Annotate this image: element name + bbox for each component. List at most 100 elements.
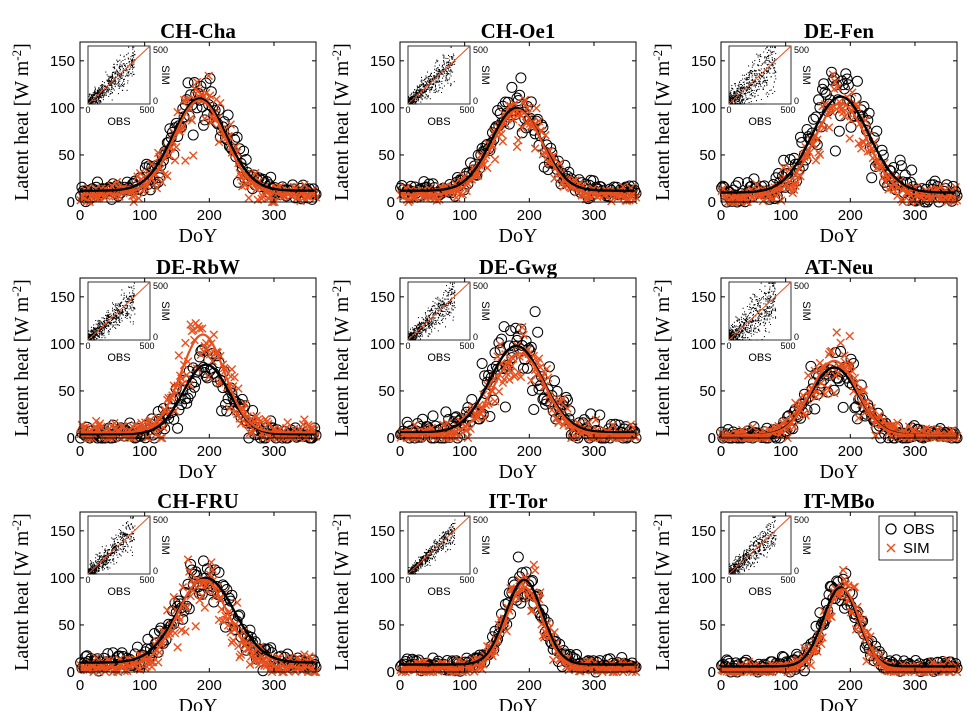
- sim-point: [563, 404, 572, 413]
- sim-point: [195, 595, 204, 605]
- sim-point: [779, 163, 788, 173]
- sim-point: [539, 633, 549, 642]
- sim-point: [201, 88, 211, 98]
- sim-point: [824, 123, 834, 132]
- obs-point: [733, 176, 744, 188]
- obs-point: [894, 154, 906, 166]
- y-tick-label: 150: [50, 53, 75, 70]
- obs-point: [257, 665, 269, 677]
- inset-x-tick-label: 0: [405, 105, 410, 115]
- sim-point: [543, 373, 553, 383]
- sim-point: [501, 119, 510, 129]
- axes-box: [720, 41, 958, 203]
- obs-mean-line: [721, 95, 956, 194]
- sim-point: [583, 418, 593, 428]
- sim-mean-line: [400, 586, 635, 670]
- sim-point: [510, 99, 519, 109]
- sim-point: [175, 615, 185, 625]
- x-axis-label: DoY: [179, 461, 218, 483]
- y-tick-label: 50: [378, 383, 395, 400]
- sim-point: [854, 413, 863, 423]
- sim-point: [432, 196, 442, 205]
- sim-point: [490, 155, 500, 164]
- sim-point: [591, 415, 601, 425]
- x-tick-label: 200: [517, 677, 542, 694]
- sim-point: [530, 566, 540, 575]
- obs-point: [164, 621, 176, 633]
- inset-x-label: OBS: [427, 116, 450, 128]
- inset-x-tick-label: 500: [139, 341, 154, 351]
- obs-point: [841, 73, 853, 85]
- y-tick-label: 150: [370, 523, 395, 540]
- sim-point: [203, 586, 212, 596]
- x-tick-label: 200: [838, 677, 863, 694]
- panel-title: IT-MBo: [803, 489, 875, 513]
- x-tick-label: 300: [902, 443, 927, 460]
- inset-y-tick-label: 500: [794, 515, 809, 525]
- sim-point: [186, 320, 195, 329]
- inset-x-label: OBS: [107, 352, 130, 364]
- sim-point: [151, 430, 160, 439]
- sim-point: [862, 656, 871, 666]
- obs-point: [528, 404, 540, 415]
- legend-box: [878, 515, 954, 561]
- sim-point: [529, 560, 539, 570]
- inset-one-to-one-line: [407, 515, 471, 575]
- obs-point: [124, 417, 136, 429]
- sim-point: [227, 365, 237, 374]
- sim-point: [300, 415, 309, 424]
- x-tick-label: 0: [396, 443, 404, 460]
- sim-point: [512, 142, 522, 152]
- y-axis-label: Latent heat [W m-2]: [9, 43, 33, 201]
- sim-point: [187, 116, 197, 125]
- sim-point: [209, 330, 219, 339]
- obs-point: [512, 330, 524, 342]
- obs-mean-line: [400, 344, 635, 434]
- axes-box: [399, 277, 637, 439]
- sim-point: [541, 130, 550, 140]
- obs-point: [906, 164, 918, 176]
- sim-point: [173, 643, 182, 652]
- panel-ch-oe1: CH-Oe1 0 100 200 300 0 50 100 150 DoY Latent heat …: [329, 19, 642, 247]
- sim-point: [91, 653, 101, 663]
- sim-point: [502, 626, 511, 636]
- inset-x-label: OBS: [748, 352, 771, 364]
- obs-point: [795, 131, 806, 143]
- y-tick-label: 50: [699, 383, 716, 400]
- y-tick-label: 0: [387, 664, 395, 681]
- sim-point: [454, 655, 464, 665]
- sim-point: [226, 627, 235, 637]
- inset-y-label: SIM: [800, 301, 812, 321]
- axes-box: [399, 511, 637, 673]
- sim-point: [811, 156, 821, 165]
- x-tick-label: 300: [902, 207, 927, 224]
- sim-point: [875, 411, 884, 420]
- x-tick-label: 100: [773, 207, 798, 224]
- obs-point: [265, 642, 277, 654]
- y-axis-label: Latent heat [W m-2]: [329, 279, 353, 437]
- obs-point: [512, 551, 524, 563]
- y-tick-label: 150: [50, 289, 75, 306]
- x-tick-label: 100: [132, 677, 157, 694]
- obs-point: [518, 362, 529, 374]
- sim-point: [490, 396, 500, 406]
- inset-y-label: SIM: [800, 535, 812, 555]
- legend-label: OBS: [903, 521, 935, 538]
- x-tick-label: 0: [717, 677, 725, 694]
- sim-point: [494, 387, 504, 396]
- sim-point: [146, 415, 155, 425]
- x-tick-label: 0: [396, 207, 404, 224]
- sim-point: [483, 163, 492, 173]
- sim-mean-line: [721, 588, 956, 671]
- sim-point: [283, 418, 292, 427]
- sim-point: [495, 340, 505, 349]
- obs-point: [578, 414, 590, 426]
- obs-mean-line: [721, 586, 956, 668]
- sim-point: [480, 413, 489, 423]
- panel-title: IT-Tor: [488, 489, 547, 513]
- sim-point: [827, 346, 836, 356]
- inset-y-label: SIM: [159, 535, 171, 555]
